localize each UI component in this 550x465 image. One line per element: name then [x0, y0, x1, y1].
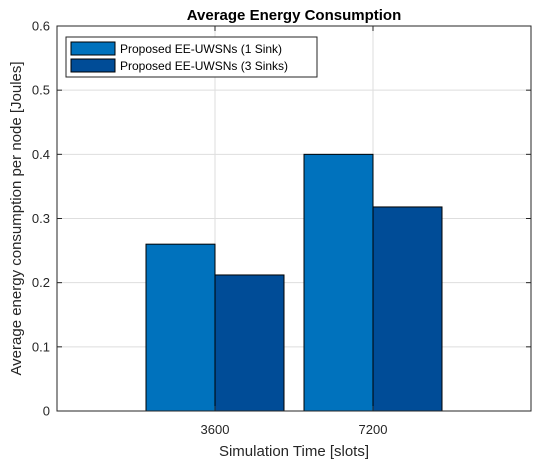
y-tick-label: 0.4 — [32, 147, 50, 162]
axis-ticks: 0 0.1 0.2 0.3 0.4 0.5 0.6 3600 7200 — [32, 19, 531, 437]
bar-3-sinks-7200 — [372, 206, 443, 412]
legend-label-1-sink: Proposed EE-UWSNs (1 Sink) — [120, 42, 282, 56]
x-axis-label: Simulation Time [slots] — [219, 443, 369, 460]
y-tick-label: 0 — [43, 404, 50, 419]
y-axis-label: Average energy consumption per node [Jou… — [8, 61, 25, 375]
y-tick-label: 0.3 — [32, 211, 50, 226]
x-tick-label: 3600 — [201, 422, 230, 437]
legend: Proposed EE-UWSNs (1 Sink) Proposed EE-U… — [65, 36, 318, 78]
x-tick-label: 7200 — [359, 422, 388, 437]
bar-3-sinks-3600 — [214, 274, 285, 412]
chart-title: Average Energy Consumption — [187, 7, 401, 24]
y-tick-label: 0.1 — [32, 339, 50, 354]
y-tick-label: 0.6 — [32, 19, 50, 34]
legend-swatch-3-sinks — [70, 58, 116, 73]
bar-1-sink-3600 — [145, 243, 216, 412]
bars — [145, 153, 443, 412]
y-tick-label: 0.2 — [32, 275, 50, 290]
bar-1-sink-7200 — [303, 153, 374, 412]
legend-swatch-1-sink — [70, 41, 116, 56]
y-tick-label: 0.5 — [32, 83, 50, 98]
legend-label-3-sinks: Proposed EE-UWSNs (3 Sinks) — [120, 59, 288, 73]
